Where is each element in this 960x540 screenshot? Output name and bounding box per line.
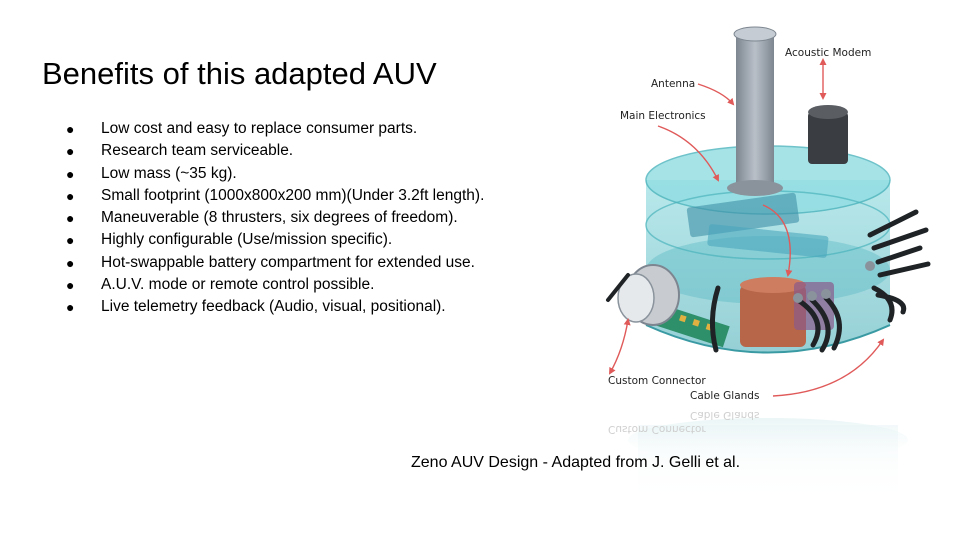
label-cable-glands: Cable Glands: [690, 390, 759, 402]
bullet-marker: ●: [66, 121, 75, 137]
list-item-text: Low mass (~35 kg).: [101, 164, 237, 182]
label-main-electronics: Main Electronics: [620, 110, 706, 122]
antenna-mast: [727, 26, 783, 196]
callout-arrows: [609, 58, 885, 397]
hull-reflection: [628, 418, 908, 505]
bullet-marker: ●: [66, 187, 75, 204]
bullet-marker: ●: [66, 277, 75, 294]
bullet-marker: ●: [66, 254, 75, 271]
bullet-marker: ●: [66, 165, 75, 182]
list-item: ● Maneuverable (8 thrusters, six degrees …: [66, 207, 484, 229]
label-custom-connector: Custom Connector: [608, 375, 706, 387]
benefits-list: ● Low cost and easy to replace consumer p…: [66, 118, 484, 319]
bullet-marker: ●: [66, 232, 75, 249]
thruster-cables: [606, 209, 931, 353]
label-reflection: Custom Connector Cable Glands: [608, 409, 759, 435]
list-item-text: Low cost and easy to replace consumer pa…: [101, 120, 418, 137]
list-item: ● Low mass (~35 kg).: [66, 163, 484, 185]
auv-diagram-svg: Antenna Acoustic Modem Main Electronics …: [606, 26, 931, 505]
label-antenna: Antenna: [651, 78, 695, 90]
auv-diagram: Antenna Acoustic Modem Main Electronics …: [598, 20, 960, 520]
list-item: ● Small footprint (1000x800x200 mm)(Under…: [66, 185, 484, 207]
list-item: ● Highly configurable (Use/mission specif…: [66, 229, 484, 251]
list-item-text: Highly configurable (Use/mission specifi…: [101, 231, 393, 249]
list-item: ● Hot-swappable battery compartment for e…: [66, 252, 484, 274]
list-item: ● Low cost and easy to replace consumer p…: [66, 118, 484, 140]
list-item-text: Research team serviceable.: [101, 142, 294, 160]
list-item-text: Hot-swappable battery compartment for ex…: [101, 253, 475, 271]
bullet-marker: ●: [66, 210, 75, 227]
list-item-text: Maneuverable (8 thrusters, six degrees o…: [101, 209, 458, 227]
bullet-marker: ●: [66, 299, 75, 316]
list-item-text: Small footprint (1000x800x200 mm)(Under …: [101, 186, 485, 204]
list-item-text: Live telemetry feedback (Audio, visual, …: [101, 298, 446, 316]
reflected-custom-connector: Custom Connector: [608, 423, 706, 435]
list-item-text: A.U.V. mode or remote control possible.: [101, 276, 375, 294]
cable-glands: [793, 261, 875, 303]
list-item: ● Research team serviceable.: [66, 140, 484, 162]
custom-connector: [617, 264, 680, 326]
label-acoustic-modem: Acoustic Modem: [785, 47, 871, 59]
list-item: ● Live telemetry feedback (Audio, visual,…: [66, 296, 484, 318]
acoustic-modem: [808, 105, 848, 164]
bullet-marker: ●: [66, 143, 75, 160]
reflected-cable-glands: Cable Glands: [690, 409, 759, 421]
figure-caption: Zeno AUV Design - Adapted from J. Gelli …: [411, 454, 741, 471]
list-item: ● A.U.V. mode or remote control possible.: [66, 274, 484, 296]
slide-title: Benefits of this adapted AUV: [42, 56, 437, 91]
